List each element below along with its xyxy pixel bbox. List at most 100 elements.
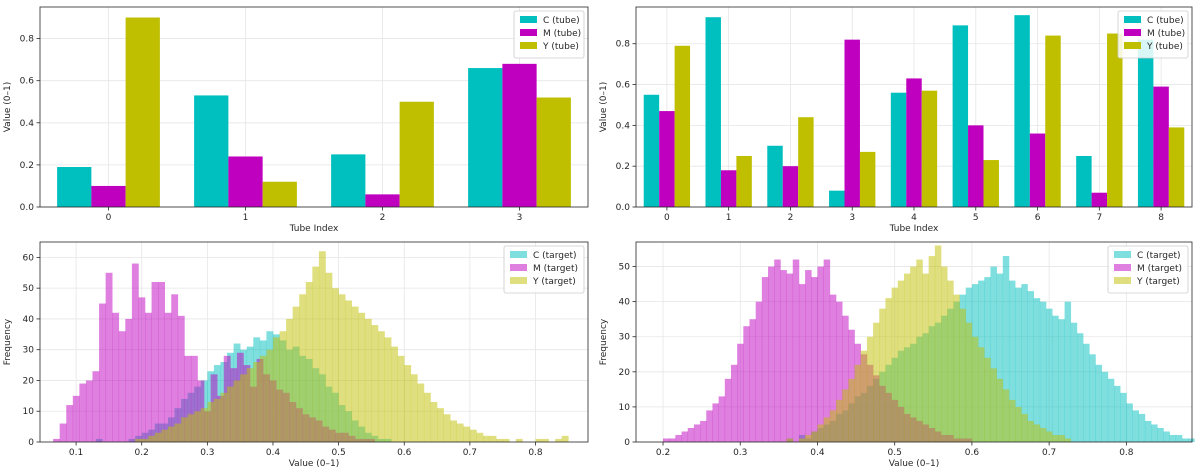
hist-bin (780, 270, 787, 442)
hist-bin (66, 405, 74, 442)
hist-bin (1039, 427, 1047, 442)
hist-bin (469, 429, 477, 442)
hist-bin (786, 273, 794, 442)
bar-chart-1-xlabel: Tube Index (289, 224, 339, 234)
histogram-1-ytick-label: 0 (28, 438, 34, 448)
legend-label: M (tube) (543, 29, 581, 39)
hist-bin (292, 306, 300, 442)
hist-bin (112, 312, 120, 442)
bar-y-0 (125, 17, 160, 207)
hist-bin (515, 438, 523, 442)
hist-bin (761, 277, 769, 442)
bar-m-0 (659, 111, 675, 207)
hist-bin (1021, 413, 1028, 442)
bar-y-3 (859, 151, 876, 207)
hist-bin (675, 434, 682, 442)
hist-bin (700, 420, 707, 442)
hist-bin (842, 315, 849, 442)
histogram-2-xtick-label: 0.6 (965, 448, 980, 458)
hist-bin (774, 259, 781, 442)
hist-bin (213, 398, 221, 442)
hist-bin (131, 263, 139, 442)
bar-chart-2-xtick-label: 8 (1158, 213, 1164, 223)
legend-swatch (520, 16, 537, 23)
hist-bin (1052, 434, 1059, 442)
histogram-1-frame (39, 241, 589, 443)
histogram-1-ytick-label: 40 (23, 315, 35, 325)
bar-chart-1-ytick-label: 0.0 (20, 203, 35, 213)
hist-bin (798, 438, 806, 442)
bar-chart-2-xtick-label: 2 (788, 213, 794, 223)
hist-bin (246, 368, 254, 442)
hist-bin (730, 364, 738, 442)
hist-bin (1163, 431, 1170, 442)
bar-y-5 (983, 160, 999, 207)
hist-bin (417, 383, 425, 442)
histogram-1-xtick-label: 0.4 (266, 448, 281, 458)
bar-chart-2-xtick-label: 0 (664, 213, 670, 223)
hist-bin (1002, 389, 1010, 442)
hist-bin (706, 410, 713, 442)
bar-chart-2-xtick-label: 1 (726, 213, 732, 223)
hist-bin (941, 266, 948, 442)
bar-m-7 (1091, 192, 1108, 207)
hist-bin (916, 259, 923, 442)
legend-swatch (1114, 277, 1131, 284)
hist-bin (910, 266, 917, 442)
histogram-2-xtick-label: 0.5 (888, 448, 902, 458)
hist-bin (866, 336, 874, 442)
bar-c-1 (705, 17, 721, 207)
bar-chart-2-ylabel: Value (0–1) (599, 82, 609, 133)
hist-bin (885, 298, 892, 442)
legend-swatch (510, 251, 527, 258)
hist-bin (561, 435, 569, 442)
bar-y-6 (1045, 35, 1061, 208)
hist-bin (1151, 424, 1158, 442)
hist-bin (873, 322, 880, 442)
hist-bin (848, 378, 855, 442)
hist-bin (187, 414, 195, 442)
bar-m-2 (365, 194, 400, 207)
bar-c-2 (331, 154, 366, 207)
histogram-2: 0 10 20 30 40 50 Frequency 0.2 0.3 0.4 0.5 0.6 0.7 0.… (599, 241, 1195, 469)
hist-bin (1083, 343, 1090, 442)
hist-bin (141, 438, 149, 442)
bar-chart-1-ytick-label: 0.6 (20, 77, 35, 87)
hist-bin (836, 399, 843, 442)
bar-chart-2-ytick-label: 0.0 (616, 203, 631, 213)
bar-m-3 (844, 39, 860, 207)
hist-bin (99, 303, 106, 442)
hist-bin (1008, 399, 1016, 442)
hist-bin (1039, 301, 1047, 442)
hist-bin (161, 429, 169, 442)
hist-bin (423, 392, 431, 442)
hist-bin (996, 273, 1004, 442)
legend-label: C (tube) (1147, 16, 1184, 26)
bar-chart-2: 0.0 0.2 0.4 0.6 0.8 Value (0–1) 0 1 2 3 4 5 6 7 8 Tube … (599, 6, 1193, 234)
hist-bin (811, 431, 818, 442)
hist-bin (105, 272, 113, 442)
hist-bin (1015, 287, 1022, 442)
bar-chart-2-xlabel: Tube Index (889, 224, 939, 234)
bar-chart-1-xtick-label: 0 (106, 213, 112, 223)
hist-bin (823, 417, 831, 442)
hist-bin (792, 259, 800, 442)
hist-bin (891, 287, 899, 442)
histogram-2-xtick-label: 0.8 (1119, 448, 1134, 458)
legend-swatch (1114, 264, 1131, 271)
hist-bin (1138, 413, 1146, 442)
hist-bin (928, 256, 936, 442)
bar-chart-2-ytick-label: 0.8 (616, 40, 631, 50)
histogram-1-xtick-label: 0.5 (331, 448, 345, 458)
hist-bin (1046, 308, 1053, 442)
hist-bin (817, 424, 824, 442)
bar-m-0 (91, 185, 126, 207)
hist-bin (1114, 385, 1121, 442)
hist-bin (171, 294, 179, 442)
hist-bin (410, 374, 418, 442)
hist-bin (167, 426, 175, 442)
hist-bin (450, 420, 458, 442)
hist-bin (798, 284, 806, 442)
histogram-1-xlabel: Value (0–1) (289, 459, 340, 469)
hist-bin (1181, 438, 1189, 442)
